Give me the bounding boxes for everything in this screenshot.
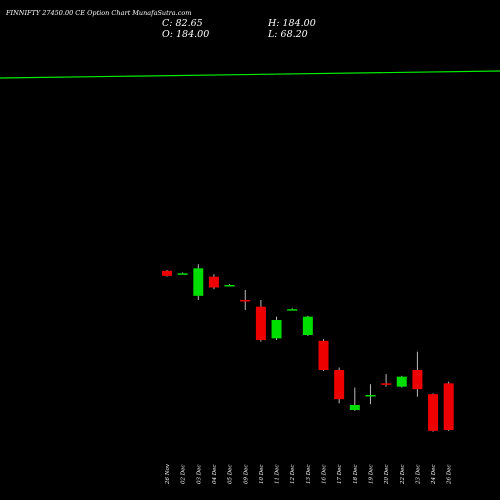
candle-body [428,394,439,431]
close-value: C: 82.65 [162,18,203,29]
candles-layer [162,264,454,432]
candle-body [287,309,298,311]
indicator-line [0,70,500,79]
candle-body [302,316,313,335]
x-tick-label: 16 Dec [322,465,328,485]
low-value: L: 68.20 [268,29,308,40]
candle-body [443,383,454,430]
x-tick-label: 10 Dec [259,465,265,485]
x-tick-label: 18 Dec [353,465,359,485]
x-tick-label: 04 Dec [212,465,218,485]
candle-body [193,268,204,296]
candle-body [255,306,266,340]
x-tick-label: 05 Dec [228,465,234,485]
candle-body [318,340,329,370]
candle-body [381,383,392,385]
x-tick-label: 12 Dec [290,465,296,485]
x-axis-labels: 26 Nov 02 Dec 03 Dec 04 Dec 05 Dec 09 Dec 10 D… [165,463,453,485]
x-tick-label: 26 Nov [165,463,171,485]
x-tick-label: 19 Dec [368,465,374,485]
candle-body [240,300,251,302]
x-tick-label: 20 Dec [384,465,390,486]
x-tick-label: 13 Dec [306,465,312,485]
x-tick-label: 11 Dec [275,465,281,485]
candle-body [334,370,345,400]
candle-body [412,370,423,390]
x-tick-label: 09 Dec [243,465,249,485]
candle-body [177,273,188,275]
chart-title: FINNIFTY 27450.00 CE Option Chart Munafa… [6,9,192,17]
x-tick-label: 17 Dec [337,465,343,485]
x-tick-label: 03 Dec [196,465,202,485]
candle-body [349,405,360,410]
candle-body [271,320,282,339]
x-tick-label: 23 Dec [415,465,421,486]
x-tick-label: 02 Dec [181,465,187,485]
candle-body [162,270,172,276]
x-tick-label: 26 Dec [447,465,453,486]
x-tick-label: 22 Dec [400,465,406,486]
candle-body [396,376,407,387]
x-tick-label: 24 Dec [431,465,437,486]
candle-body [224,285,235,287]
high-value: H: 184.00 [268,18,316,29]
candle-body [208,276,219,288]
candle-body [365,395,376,397]
open-value: O: 184.00 [162,29,210,40]
